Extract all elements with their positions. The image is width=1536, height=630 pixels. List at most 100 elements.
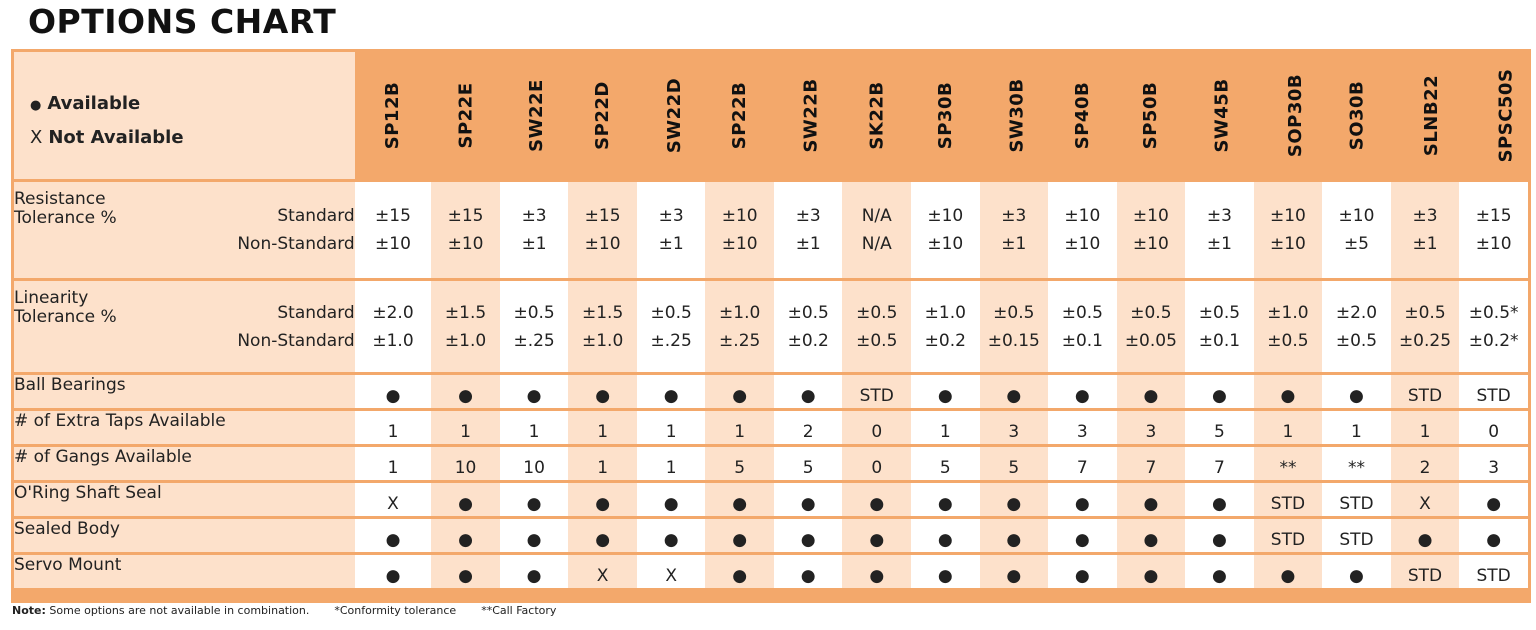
table-cell: ±10 <box>1048 230 1117 278</box>
table-cell: ±3 <box>979 182 1049 230</box>
model-header: SO30B <box>1322 52 1391 179</box>
table-cell: X <box>636 555 706 588</box>
table-cell: ● <box>568 483 637 516</box>
table-cell: 5 <box>773 447 843 480</box>
table-cell: ● <box>499 519 569 552</box>
table-cell: ±0.5 <box>1253 327 1323 372</box>
table-cell: ±0.5 <box>1185 281 1254 327</box>
table-cell: 10 <box>431 447 500 480</box>
row-label: # of Gangs Available <box>14 447 355 480</box>
model-name: SP12B <box>382 81 404 150</box>
table-cell: ±3 <box>1390 182 1460 230</box>
options-chart: ● Available X Not Available SP12B SP22E SW22E S… <box>11 49 1531 603</box>
model-header: SP22B <box>705 52 774 179</box>
table-cell: ● <box>1253 555 1323 588</box>
table-cell: ● <box>499 555 569 588</box>
table-cell: ±10 <box>705 230 774 278</box>
footnote: Note: Some options are not available in … <box>12 604 556 617</box>
model-name: SLNB22 <box>1420 74 1442 157</box>
resistance-label: Resistance Tolerance % <box>14 182 206 230</box>
table-cell: ±10 <box>911 182 980 230</box>
model-header: SP50B <box>1117 52 1186 179</box>
table-cell: ±3 <box>499 182 569 230</box>
table-cell: STD <box>1253 519 1323 552</box>
table-cell: ±0.2 <box>773 327 843 372</box>
legend: ● Available X Not Available <box>14 52 355 179</box>
table-cell: ● <box>705 555 774 588</box>
table-cell: ● <box>1185 375 1254 408</box>
resistance-nonstandard-label: Non-Standard <box>205 230 355 278</box>
linearity-standard-row: Linearity Tolerance % Standard ±2.0 ±1.5 ±0.5… <box>14 281 1528 327</box>
table-cell: 1 <box>431 411 500 444</box>
table-row: O'Ring Shaft Seal X ● ● ● ● ● ● ● ● ● ● ● ● STD STD X ● <box>14 483 1528 516</box>
legend-not-available-label: Not Available <box>48 126 184 148</box>
table-cell: 1 <box>911 411 980 444</box>
table-cell: ±10 <box>354 230 432 278</box>
table-cell: ±0.5 <box>773 281 843 327</box>
table-cell: ±1 <box>979 230 1049 278</box>
table-cell: ● <box>1253 375 1323 408</box>
table-row: Ball Bearings ● ● ● ● ● ● ● STD ● ● ● ● ● ● ● STD STD <box>14 375 1528 408</box>
table-row: Servo Mount ● ● ● X X ● ● ● ● ● ● ● ● ● ● STD STD <box>14 555 1528 588</box>
table-cell: N/A <box>842 182 912 230</box>
table-cell: ● <box>499 483 569 516</box>
table-cell: ±15 <box>354 182 432 230</box>
resistance-standard-label: Standard <box>205 182 355 230</box>
table-cell: ● <box>979 375 1049 408</box>
table-cell: ● <box>431 375 500 408</box>
table-cell: ±1.0 <box>1253 281 1323 327</box>
table-cell: STD <box>1322 483 1391 516</box>
table-cell: ● <box>842 555 912 588</box>
legend-available: ● Available <box>14 87 355 121</box>
table-cell: X <box>568 555 637 588</box>
table-cell: 5 <box>979 447 1049 480</box>
linearity-label-line1: Linearity <box>14 288 89 308</box>
table-cell: ±3 <box>773 182 843 230</box>
table-cell: ● <box>773 483 843 516</box>
table-cell: ±0.1 <box>1185 327 1254 372</box>
table-cell: ● <box>568 375 637 408</box>
table-cell: ● <box>431 555 500 588</box>
table-cell: 1 <box>636 411 706 444</box>
table-cell: 3 <box>1048 411 1117 444</box>
linearity-label-line2: Tolerance % <box>14 307 117 327</box>
table-cell: ● <box>773 519 843 552</box>
table-cell: ● <box>1459 519 1528 552</box>
table-cell: STD <box>1459 375 1528 408</box>
table-cell: ● <box>979 555 1049 588</box>
table-cell: 1 <box>705 411 774 444</box>
table-cell: ±10 <box>1116 230 1186 278</box>
model-header: SP22E <box>431 52 500 179</box>
table-cell: 5 <box>911 447 980 480</box>
model-header: SP40B <box>1048 52 1117 179</box>
table-cell: ±1.0 <box>705 281 774 327</box>
model-name: SO30B <box>1346 80 1368 151</box>
table-cell: ● <box>568 519 637 552</box>
table-cell: ● <box>1322 375 1391 408</box>
model-header: SW22E <box>500 52 569 179</box>
model-name: SW22E <box>525 79 547 152</box>
table-cell: ±0.2* <box>1459 327 1528 372</box>
legend-available-label: Available <box>47 92 141 114</box>
table-cell: ** <box>1253 447 1323 480</box>
table-cell: ● <box>911 555 980 588</box>
table-cell: ● <box>1185 555 1254 588</box>
table-row: # of Extra Taps Available 1 1 1 1 1 1 2 0 1 3 3 3 5 1 1… <box>14 411 1528 444</box>
model-name: SK22B <box>866 81 888 150</box>
table-cell: ● <box>1185 519 1254 552</box>
table-cell: 2 <box>773 411 843 444</box>
resistance-standard-row: Resistance Tolerance % Standard ±15 ±15 ±3 ±15… <box>14 182 1528 230</box>
model-name: SP22B <box>729 81 751 150</box>
table-cell: ● <box>911 375 980 408</box>
table-cell: 1 <box>354 411 432 444</box>
table-cell: 7 <box>1185 447 1254 480</box>
table-cell: 3 <box>1116 411 1186 444</box>
page-title: OPTIONS CHART <box>28 2 337 41</box>
bullet-icon: ● <box>30 97 42 113</box>
table-cell: 1 <box>568 447 637 480</box>
table-cell: ● <box>354 375 432 408</box>
table-cell: ±0.2 <box>911 327 980 372</box>
table-cell: ±0.5 <box>1390 281 1460 327</box>
table-cell: STD <box>1322 519 1391 552</box>
table-cell: STD <box>1390 375 1460 408</box>
